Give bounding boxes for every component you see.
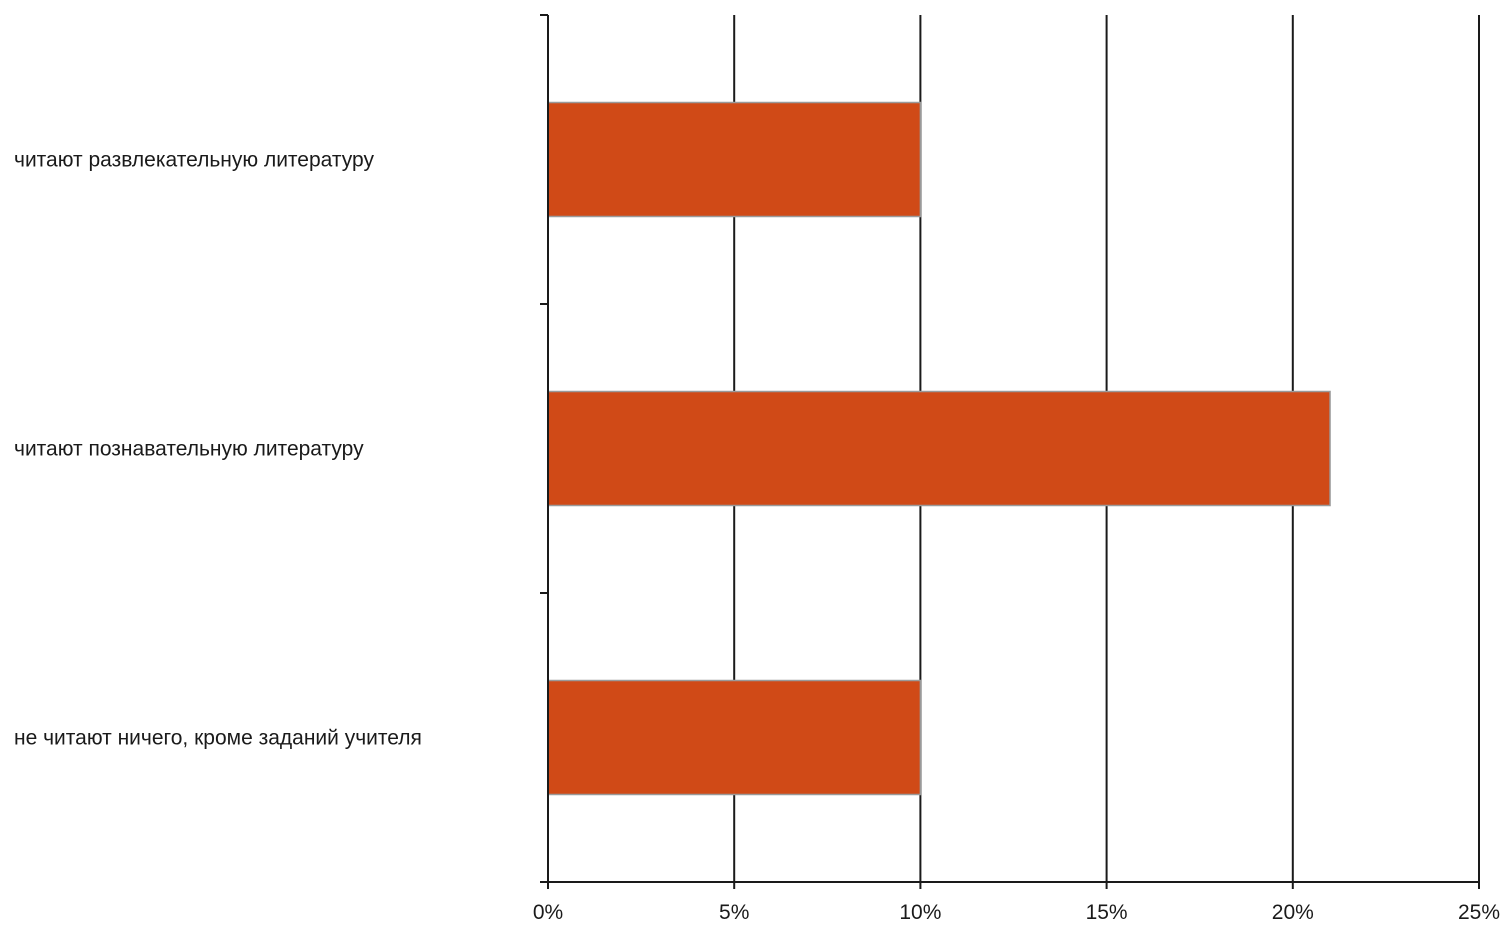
bars bbox=[547, 101, 1331, 796]
x-tick-label-2: 10% bbox=[899, 901, 941, 924]
bar-2 bbox=[547, 679, 922, 796]
x-tick-label-1: 5% bbox=[719, 901, 749, 924]
x-tick-label-5: 25% bbox=[1458, 901, 1500, 924]
labels: 0% 5% 10% 15% 20% 25% читают развлекательную л… bbox=[14, 149, 1500, 925]
bar-0 bbox=[547, 101, 922, 218]
x-tick-label-4: 20% bbox=[1272, 901, 1314, 924]
y-category-label-0: читают развлекательную литературу bbox=[14, 149, 374, 172]
bar-1 bbox=[547, 390, 1331, 507]
y-category-label-1: читают познавательную литературу bbox=[14, 438, 364, 461]
axes bbox=[540, 14, 1480, 889]
y-category-label-2: не читают ничего, кроме заданий учителя bbox=[14, 727, 422, 750]
x-tick-label-0: 0% bbox=[533, 901, 563, 924]
x-tick-label-3: 15% bbox=[1086, 901, 1128, 924]
